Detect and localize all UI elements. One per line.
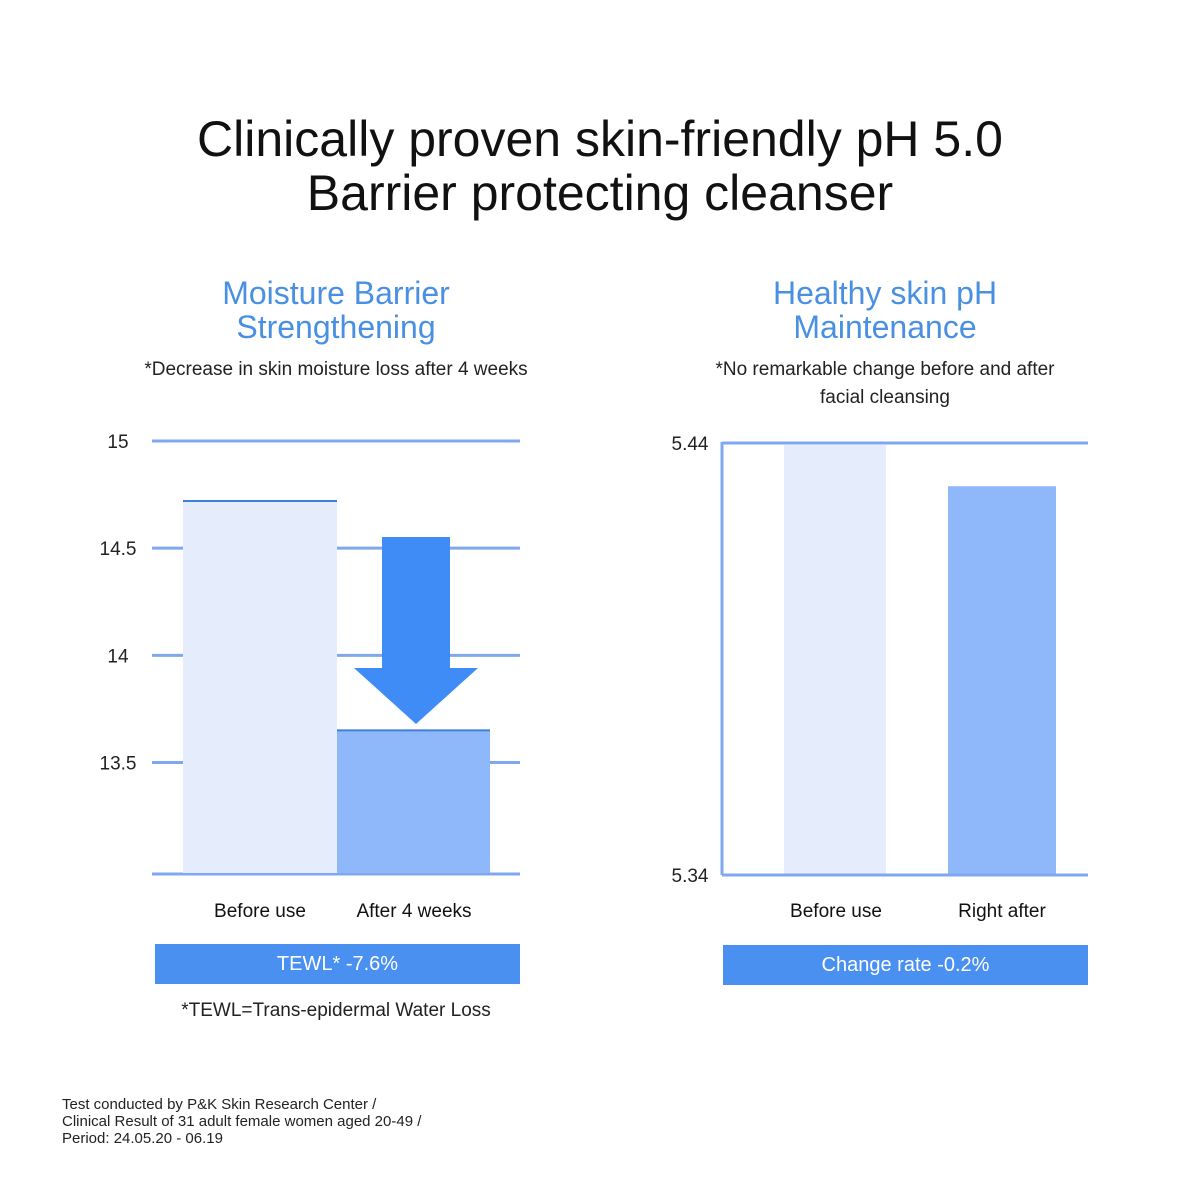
- panel-subtitle-line-1: *Decrease in skin moisture loss after 4 …: [144, 359, 528, 380]
- headline: Clinically proven skin-friendly pH 5.0 B…: [0, 112, 1200, 220]
- panel-subtitle: *No remarkable change before and after f…: [660, 356, 1110, 412]
- tewl-footnote: *TEWL=Trans-epidermal Water Loss: [181, 1000, 491, 1021]
- panel-title-line-2: Maintenance: [793, 309, 977, 345]
- panel-title: Moisture Barrier Strengthening: [100, 276, 572, 344]
- panel-skin-ph: Healthy skin pH Maintenance *No remarkab…: [660, 0, 1110, 1200]
- tewl-banner: TEWL* -7.6%: [155, 944, 520, 984]
- source-line-3: Period: 24.05.20 - 06.19: [62, 1130, 223, 1147]
- headline-line-1: Clinically proven skin-friendly pH 5.0: [197, 111, 1003, 167]
- panel-subtitle-line-1: *No remarkable change before and after: [715, 359, 1055, 380]
- panel-subtitle-line-2: facial cleansing: [820, 387, 950, 408]
- panel-subtitle: *Decrease in skin moisture loss after 4 …: [100, 356, 572, 384]
- panel-title-line-1: Moisture Barrier: [222, 275, 450, 311]
- panel-title-line-2: Strengthening: [236, 309, 436, 345]
- study-source-note: Test conducted by P&K Skin Research Cent…: [62, 1096, 421, 1147]
- source-line-2: Clinical Result of 31 adult female women…: [62, 1113, 422, 1130]
- panel-moisture-barrier: Moisture Barrier Strengthening *Decrease…: [100, 0, 572, 1200]
- panel-title-line-1: Healthy skin pH: [772, 275, 998, 311]
- change-rate-banner: Change rate -0.2%: [723, 945, 1088, 985]
- source-line-1: Test conducted by P&K Skin Research Cent…: [62, 1096, 377, 1113]
- headline-line-2: Barrier protecting cleanser: [306, 165, 894, 221]
- panel-title: Healthy skin pH Maintenance: [660, 276, 1110, 344]
